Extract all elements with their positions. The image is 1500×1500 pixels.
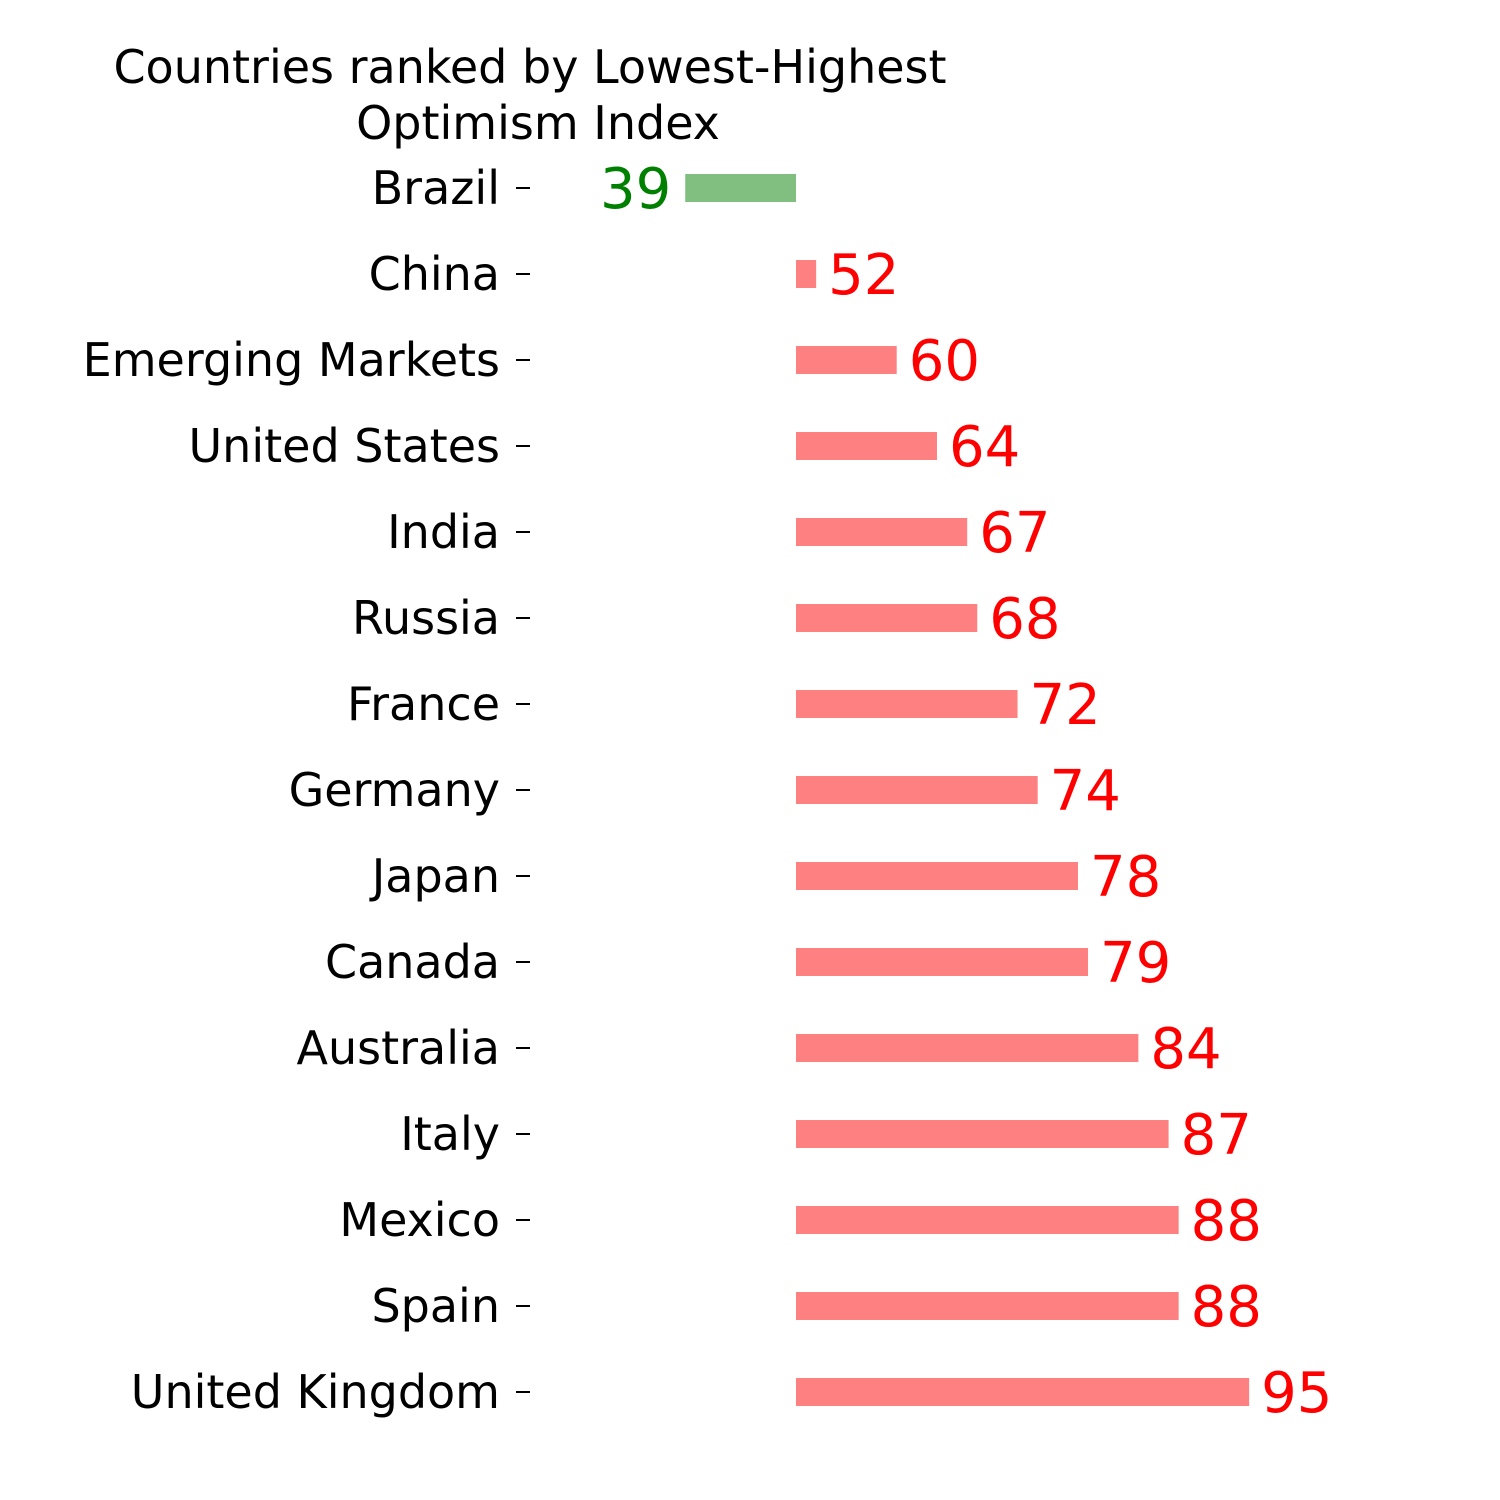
y-tick-label-spain: Spain (371, 1279, 500, 1333)
bar-india (796, 518, 968, 546)
data-label-united-kingdom: 95 (1261, 1361, 1332, 1426)
data-label-spain: 88 (1191, 1275, 1262, 1340)
chart-title-line-2: Optimism Index (356, 96, 720, 150)
bar-italy (796, 1120, 1169, 1148)
bar-mexico (796, 1206, 1179, 1234)
y-tick-label-italy: Italy (400, 1107, 500, 1161)
bar-russia (796, 604, 978, 632)
bar-emerging-markets (796, 346, 897, 374)
y-tick-label-germany: Germany (289, 763, 500, 817)
data-label-france: 72 (1030, 673, 1101, 738)
data-label-italy: 87 (1181, 1103, 1252, 1168)
y-tick-label-japan: Japan (369, 849, 500, 903)
data-label-china: 52 (828, 243, 899, 308)
y-tick-label-united-states: United States (189, 419, 501, 473)
y-tick-label-united-kingdom: United Kingdom (131, 1365, 500, 1419)
data-label-australia: 84 (1150, 1017, 1221, 1082)
bar-united-states (796, 432, 937, 460)
data-label-united-states: 64 (949, 415, 1020, 480)
bar-japan (796, 862, 1078, 890)
bar-spain (796, 1292, 1179, 1320)
bar-canada (796, 948, 1089, 976)
y-tick-label-russia: Russia (352, 591, 500, 645)
data-label-mexico: 88 (1191, 1189, 1262, 1254)
y-tick-label-emerging-markets: Emerging Markets (83, 333, 500, 387)
bar-australia (796, 1034, 1139, 1062)
y-tick-label-canada: Canada (325, 935, 500, 989)
bar-germany (796, 776, 1038, 804)
data-label-russia: 68 (989, 587, 1060, 652)
data-label-emerging-markets: 60 (909, 329, 980, 394)
bar-united-kingdom (796, 1378, 1250, 1406)
data-label-india: 67 (979, 501, 1050, 566)
bar-brazil (685, 174, 796, 202)
data-label-japan: 78 (1090, 845, 1161, 910)
y-tick-label-mexico: Mexico (339, 1193, 500, 1247)
y-tick-label-china: China (369, 247, 500, 301)
bar-france (796, 690, 1018, 718)
chart-marks: Brazil 39 China 52 Emerging Markets 60 United … (83, 157, 1333, 1426)
bar-china (796, 260, 817, 288)
data-label-brazil: 39 (600, 157, 671, 222)
data-label-canada: 79 (1100, 931, 1171, 996)
chart-title-line-1: Countries ranked by Lowest-Highest (113, 40, 946, 94)
y-tick-label-australia: Australia (297, 1021, 500, 1075)
y-tick-label-india: India (387, 505, 500, 559)
y-tick-label-brazil: Brazil (372, 161, 500, 215)
y-tick-label-france: France (347, 677, 500, 731)
data-label-germany: 74 (1050, 759, 1121, 824)
